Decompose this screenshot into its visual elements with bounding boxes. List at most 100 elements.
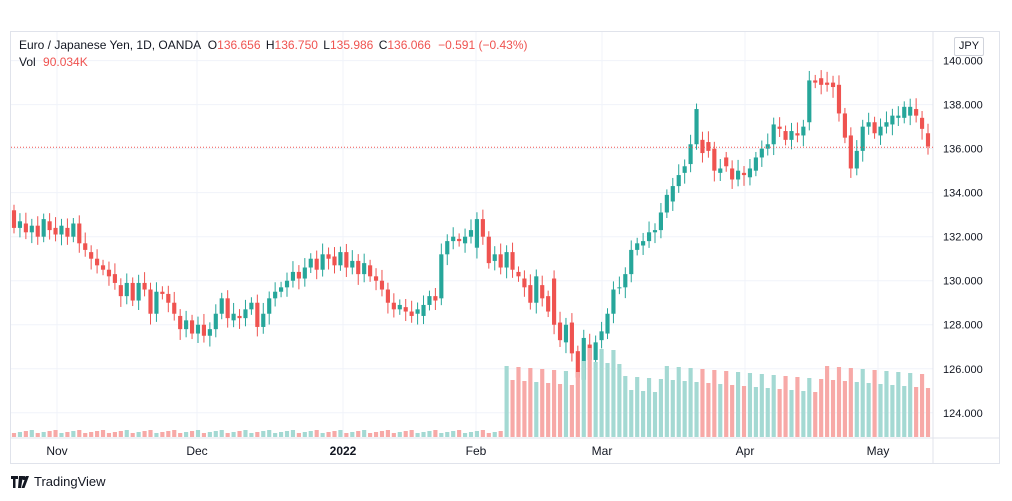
volume-bar [480, 430, 485, 437]
candle-body [848, 135, 853, 169]
candle-body [279, 287, 284, 292]
volume-bar [71, 431, 76, 437]
y-tick-label: 124.000 [943, 408, 983, 420]
volume-bar [646, 378, 652, 437]
volume-bar [783, 376, 788, 437]
volume-bar [284, 431, 290, 437]
volume-bar [279, 432, 284, 437]
legend-change: −0.591 (−0.43%) [438, 38, 528, 52]
volume-bar [629, 390, 634, 437]
candle-body [635, 243, 640, 250]
volume-bar [557, 384, 563, 437]
candle-body [421, 304, 426, 316]
volume-bar [403, 431, 408, 437]
candle-body [65, 227, 70, 237]
legend-volume-label: Vol [19, 55, 36, 69]
volume-bar [563, 371, 569, 437]
volume-bar [552, 370, 557, 437]
candle-body [925, 133, 931, 147]
legend-volume-value: 90.034K [43, 55, 88, 69]
candle-body [510, 252, 515, 270]
legend-price-row: Euro / Japanese Yen, 1D, OANDA O136.656 … [19, 37, 528, 54]
volume-bar [172, 430, 177, 437]
volume-bar [385, 430, 390, 437]
volume-bar [670, 380, 675, 437]
volume-bar [825, 366, 830, 437]
candle-body [124, 282, 129, 297]
volume-bar [546, 383, 551, 437]
volume-bar [59, 433, 64, 437]
volume-bar [53, 430, 58, 437]
volume-bar [486, 433, 491, 437]
candle-body [552, 278, 557, 325]
candle-body [534, 276, 539, 303]
x-tick-label: Dec [186, 444, 207, 458]
volume-bar [468, 432, 474, 437]
volume-bar [47, 431, 52, 437]
candle-body [160, 291, 165, 294]
candle-body [391, 302, 396, 310]
volume-bar [498, 431, 503, 437]
volume-bar [421, 432, 426, 437]
candle-body [415, 309, 420, 314]
volume-bar [575, 372, 580, 437]
volume-bar [884, 371, 889, 437]
candle-body [403, 307, 408, 312]
candle-body [362, 263, 367, 275]
volume-bar [836, 367, 842, 437]
volume-bar [362, 430, 367, 437]
candle-body [112, 274, 117, 283]
volume-bar [694, 382, 699, 437]
candle-body [516, 271, 521, 277]
volume-bar [213, 431, 218, 437]
volume-bar [356, 431, 361, 437]
volume-bar [872, 370, 877, 437]
volume-bar [878, 384, 883, 437]
candle-body [356, 260, 361, 275]
y-tick-label: 134.000 [943, 188, 983, 200]
volume-bar [587, 348, 592, 437]
volume-bar [866, 383, 871, 437]
candle-body [308, 258, 313, 268]
candle-body [35, 225, 40, 237]
candle-body [338, 252, 343, 266]
candle-body [261, 313, 266, 327]
legend-volume-row: Vol 90.034K [19, 54, 528, 71]
volume-bar [854, 382, 859, 437]
y-tick-label: 130.000 [943, 276, 983, 288]
candle-body [350, 260, 355, 268]
volume-bar [296, 433, 301, 437]
candle-body [397, 304, 402, 310]
volume-bar [35, 433, 40, 437]
candle-body [433, 296, 438, 301]
volume-bar [474, 431, 480, 437]
volume-bar [540, 369, 545, 437]
volume-bar [914, 387, 919, 437]
brand[interactable]: TradingView [11, 474, 106, 489]
candle-body [207, 329, 212, 336]
candle-body [379, 280, 385, 290]
volume-bar [106, 433, 112, 437]
candle-body [59, 225, 64, 235]
volume-bar [41, 432, 46, 437]
x-tick-label: Mar [592, 444, 613, 458]
volume-bar [641, 391, 646, 437]
currency-button[interactable]: JPY [954, 37, 984, 56]
volume-bar [682, 381, 687, 437]
candle-body [213, 313, 218, 330]
candle-body [629, 249, 634, 275]
volume-bar [65, 432, 70, 437]
candle-body [902, 106, 907, 118]
volume-bar [706, 383, 711, 437]
volume-bar [427, 431, 432, 437]
candle-body [783, 131, 788, 140]
candle-body [142, 282, 147, 290]
y-tick-label: 132.000 [943, 232, 983, 244]
candle-body [646, 232, 652, 242]
candle-body [641, 241, 646, 246]
volume-bar [77, 430, 82, 437]
volume-bar [332, 431, 337, 437]
candle-body [267, 298, 272, 314]
candle-body [605, 313, 610, 334]
